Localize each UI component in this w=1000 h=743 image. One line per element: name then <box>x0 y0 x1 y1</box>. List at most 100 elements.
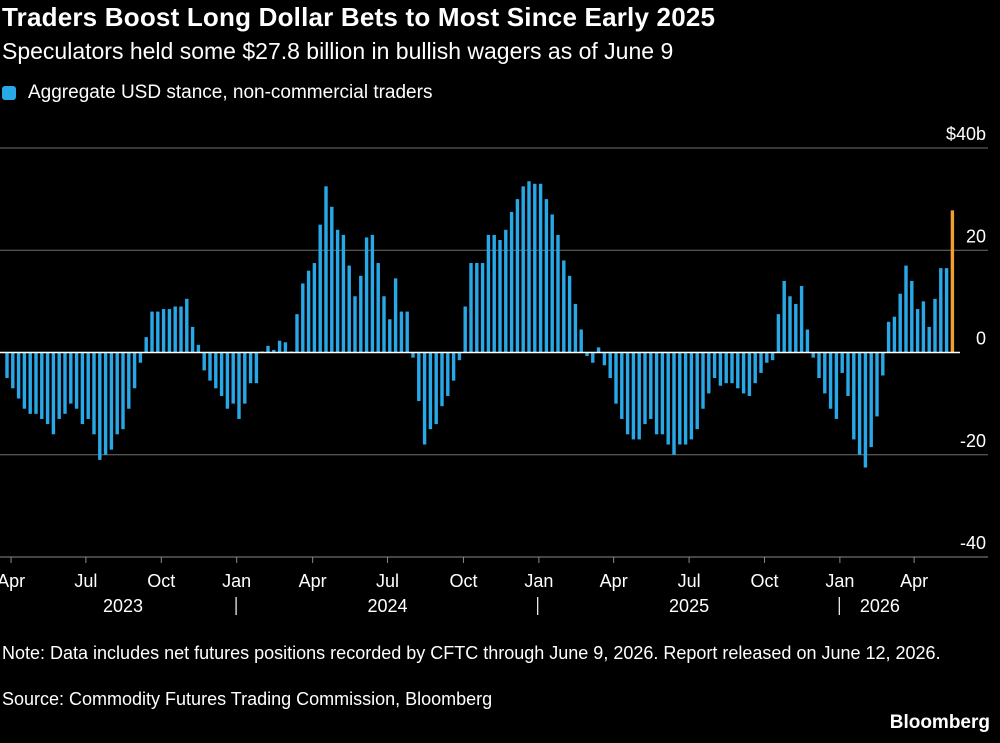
bar <box>625 352 630 435</box>
bar <box>353 296 357 353</box>
bar <box>16 352 21 399</box>
x-tick-label: Jan <box>825 571 854 591</box>
bar <box>277 340 282 353</box>
bar <box>80 352 85 425</box>
bar <box>382 296 386 353</box>
bar <box>399 311 404 353</box>
year-label: 2024 <box>367 596 407 616</box>
bar <box>393 278 398 353</box>
bar <box>944 268 949 353</box>
bar <box>22 352 27 409</box>
bar <box>921 301 926 353</box>
bar <box>254 352 259 384</box>
bar <box>654 352 659 435</box>
bar <box>533 183 537 353</box>
year-label: 2026 <box>860 596 900 616</box>
bar <box>637 352 641 440</box>
x-tick-label: Oct <box>750 571 778 591</box>
bar <box>910 280 914 353</box>
bar <box>295 314 299 353</box>
bar <box>747 352 752 396</box>
bar <box>69 352 73 404</box>
bar <box>892 316 897 353</box>
bar <box>312 263 317 353</box>
bar <box>620 352 624 419</box>
bar <box>509 211 514 353</box>
bar <box>515 199 520 353</box>
bar <box>225 352 230 409</box>
bar <box>828 352 833 409</box>
bar <box>631 352 636 440</box>
bar <box>266 345 270 353</box>
x-tick-label: Jul <box>74 571 97 591</box>
bar <box>208 352 212 381</box>
bar <box>904 265 908 353</box>
bar <box>579 329 583 353</box>
y-tick-label: -40 <box>960 533 986 553</box>
bar <box>156 311 160 353</box>
bar <box>811 352 815 358</box>
bar <box>57 352 61 419</box>
bar <box>852 352 856 440</box>
x-tick-label: Oct <box>147 571 175 591</box>
bar <box>788 296 792 353</box>
bar <box>86 352 90 419</box>
bar <box>440 352 444 407</box>
x-tick-label: Jul <box>376 571 399 591</box>
bar <box>417 352 421 402</box>
chart-title: Traders Boost Long Dollar Bets to Most S… <box>2 2 716 32</box>
y-tick-label: -20 <box>960 431 986 451</box>
bar <box>486 234 491 353</box>
bar <box>689 352 694 440</box>
bar <box>422 352 427 445</box>
bar <box>712 352 717 379</box>
bar <box>144 337 148 353</box>
bar <box>115 352 119 435</box>
bar <box>863 352 868 468</box>
bar <box>527 181 531 353</box>
bar <box>446 352 450 396</box>
bars <box>5 181 955 468</box>
x-tick-label: Apr <box>299 571 327 591</box>
bar <box>173 306 177 353</box>
bar <box>196 344 201 353</box>
bar <box>649 352 653 419</box>
bar <box>475 263 479 353</box>
bar <box>109 352 114 450</box>
bar <box>881 352 885 376</box>
bar <box>556 234 560 353</box>
x-tick-label: Apr <box>900 571 928 591</box>
footnote: Note: Data includes net futures position… <box>2 643 941 663</box>
bar <box>794 303 798 353</box>
bar <box>306 270 311 353</box>
bar <box>550 214 554 353</box>
bar <box>219 352 224 396</box>
bar <box>463 306 467 353</box>
legend-label: Aggregate USD stance, non-commercial tra… <box>28 82 433 103</box>
bar <box>301 283 305 353</box>
bar <box>121 352 125 430</box>
bar <box>161 309 166 353</box>
bar <box>538 183 543 353</box>
bar <box>451 352 456 381</box>
bar <box>103 352 108 455</box>
bar <box>718 352 723 386</box>
bar <box>805 329 810 353</box>
bar <box>834 352 839 419</box>
bar <box>231 352 235 404</box>
bar <box>34 352 38 414</box>
bar <box>683 352 688 445</box>
x-tick-label: Jul <box>678 571 701 591</box>
year-label: 2025 <box>669 596 709 616</box>
bar <box>202 352 206 371</box>
bar <box>521 186 525 353</box>
bar <box>469 263 473 353</box>
bar <box>678 352 682 445</box>
bar <box>92 352 96 435</box>
bar <box>248 352 253 384</box>
bar <box>45 352 50 425</box>
bar <box>388 319 392 353</box>
x-tick-label: Apr <box>600 571 628 591</box>
bar <box>585 352 589 357</box>
y-tick-label: $40b <box>946 124 986 144</box>
